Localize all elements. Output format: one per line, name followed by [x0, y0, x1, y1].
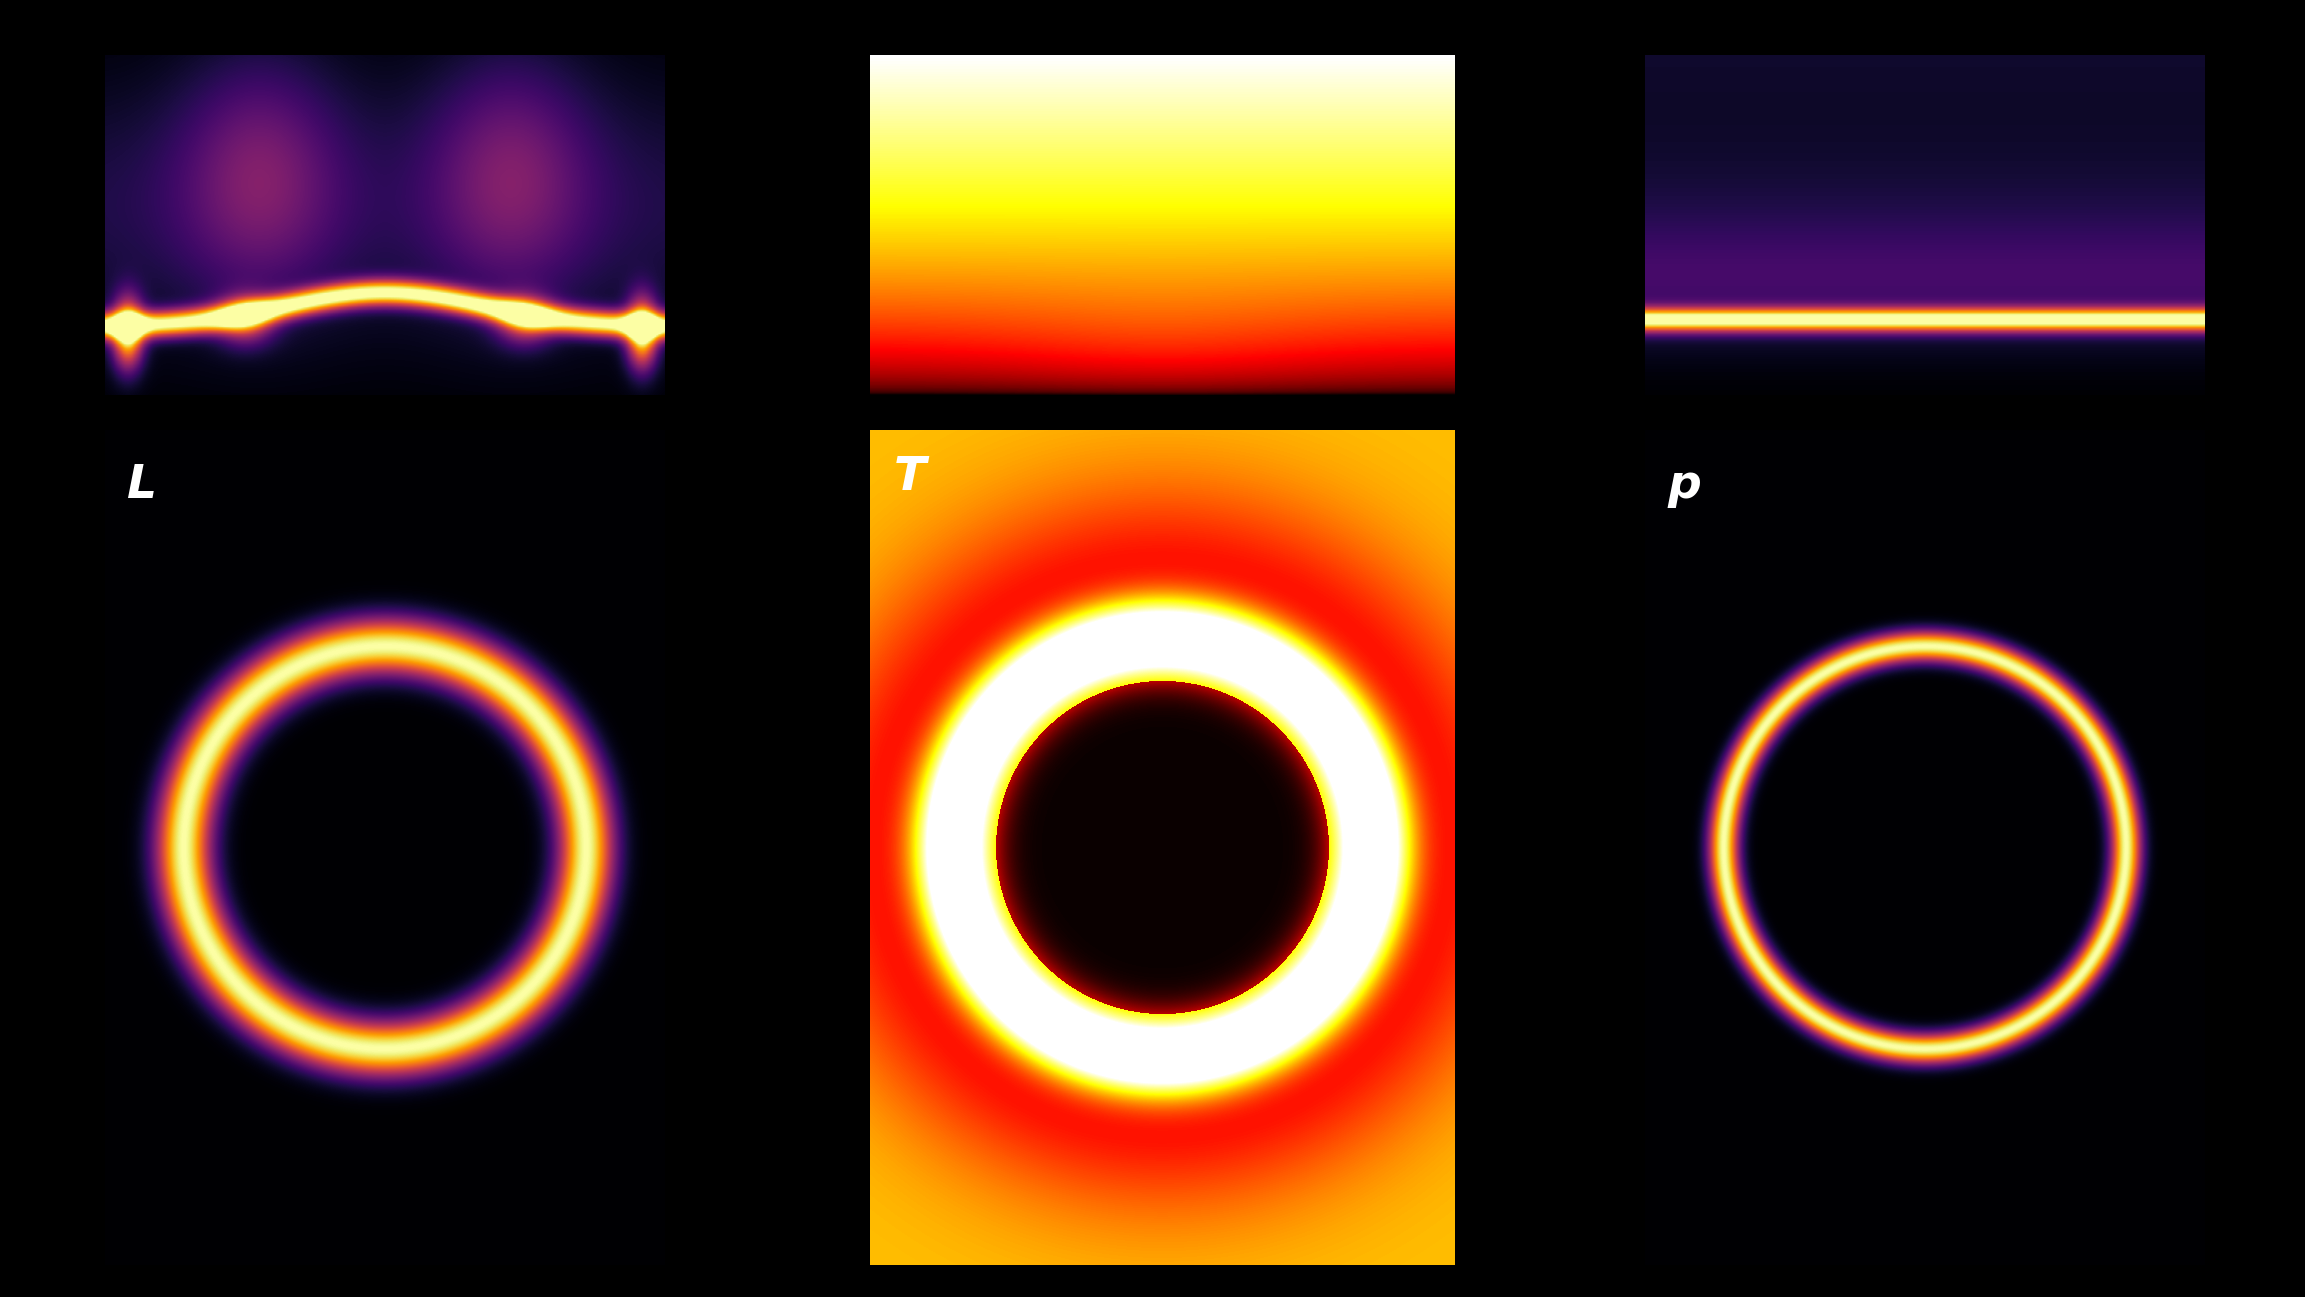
- Text: L: L: [127, 463, 157, 508]
- Text: T: T: [894, 455, 927, 501]
- Text: p: p: [1667, 463, 1701, 508]
